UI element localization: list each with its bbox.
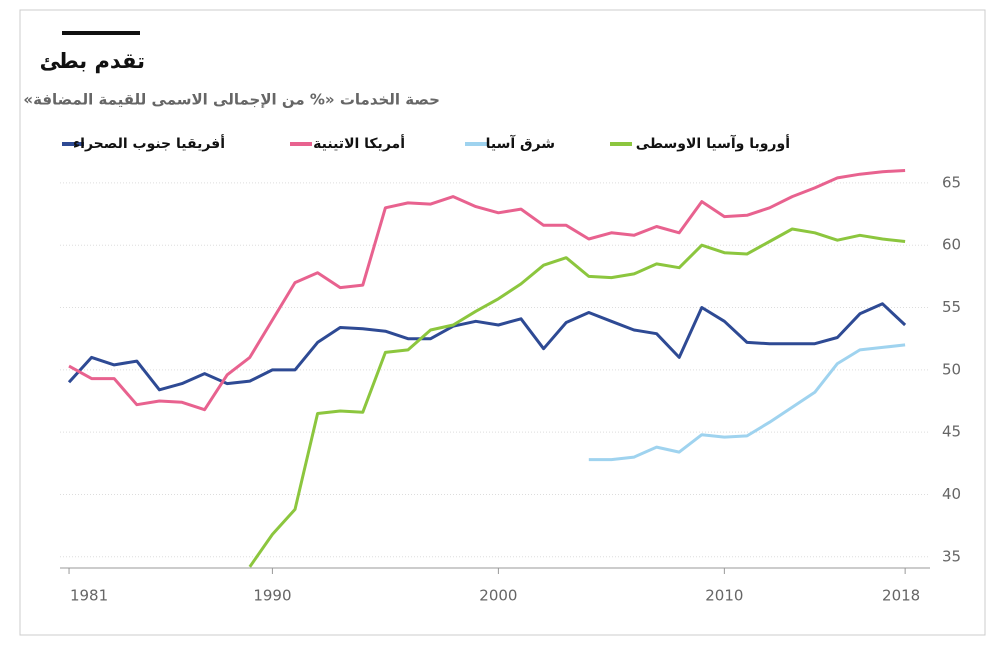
y-tick-label: 45 [942, 423, 961, 441]
y-tick-label: 50 [942, 360, 961, 378]
x-tick-label: 2010 [705, 587, 743, 605]
y-tick-label: 55 [942, 298, 961, 316]
y-tick-label: 40 [942, 485, 961, 503]
legend-label: شرق آسيا [486, 134, 555, 152]
legend-label: أفريقيا جنوب الصحراء [73, 134, 225, 152]
series-line [248, 227, 906, 568]
x-tick-label: 1990 [253, 587, 291, 605]
x-tick-label: 2000 [479, 587, 517, 605]
chart-subtitle: حصة الخدمات «% من الإجمالى الاسمى للقيمة… [23, 91, 440, 109]
y-tick-label: 65 [942, 173, 961, 191]
series-line [588, 343, 906, 462]
legend-label: أوروبا وآسيا الاوسطى [636, 134, 790, 152]
y-tick-label: 60 [942, 236, 961, 254]
series-line [67, 302, 907, 392]
legend-label: أمريكا الاتينية [313, 134, 405, 152]
chart-title: تقدم بطئ [40, 49, 145, 73]
series-line [68, 169, 906, 412]
x-tick-label: 1981 [70, 587, 108, 605]
x-tick-label: 2018 [882, 587, 920, 605]
y-tick-label: 35 [942, 547, 961, 565]
title-bar [62, 31, 140, 35]
frame [19, 9, 986, 636]
